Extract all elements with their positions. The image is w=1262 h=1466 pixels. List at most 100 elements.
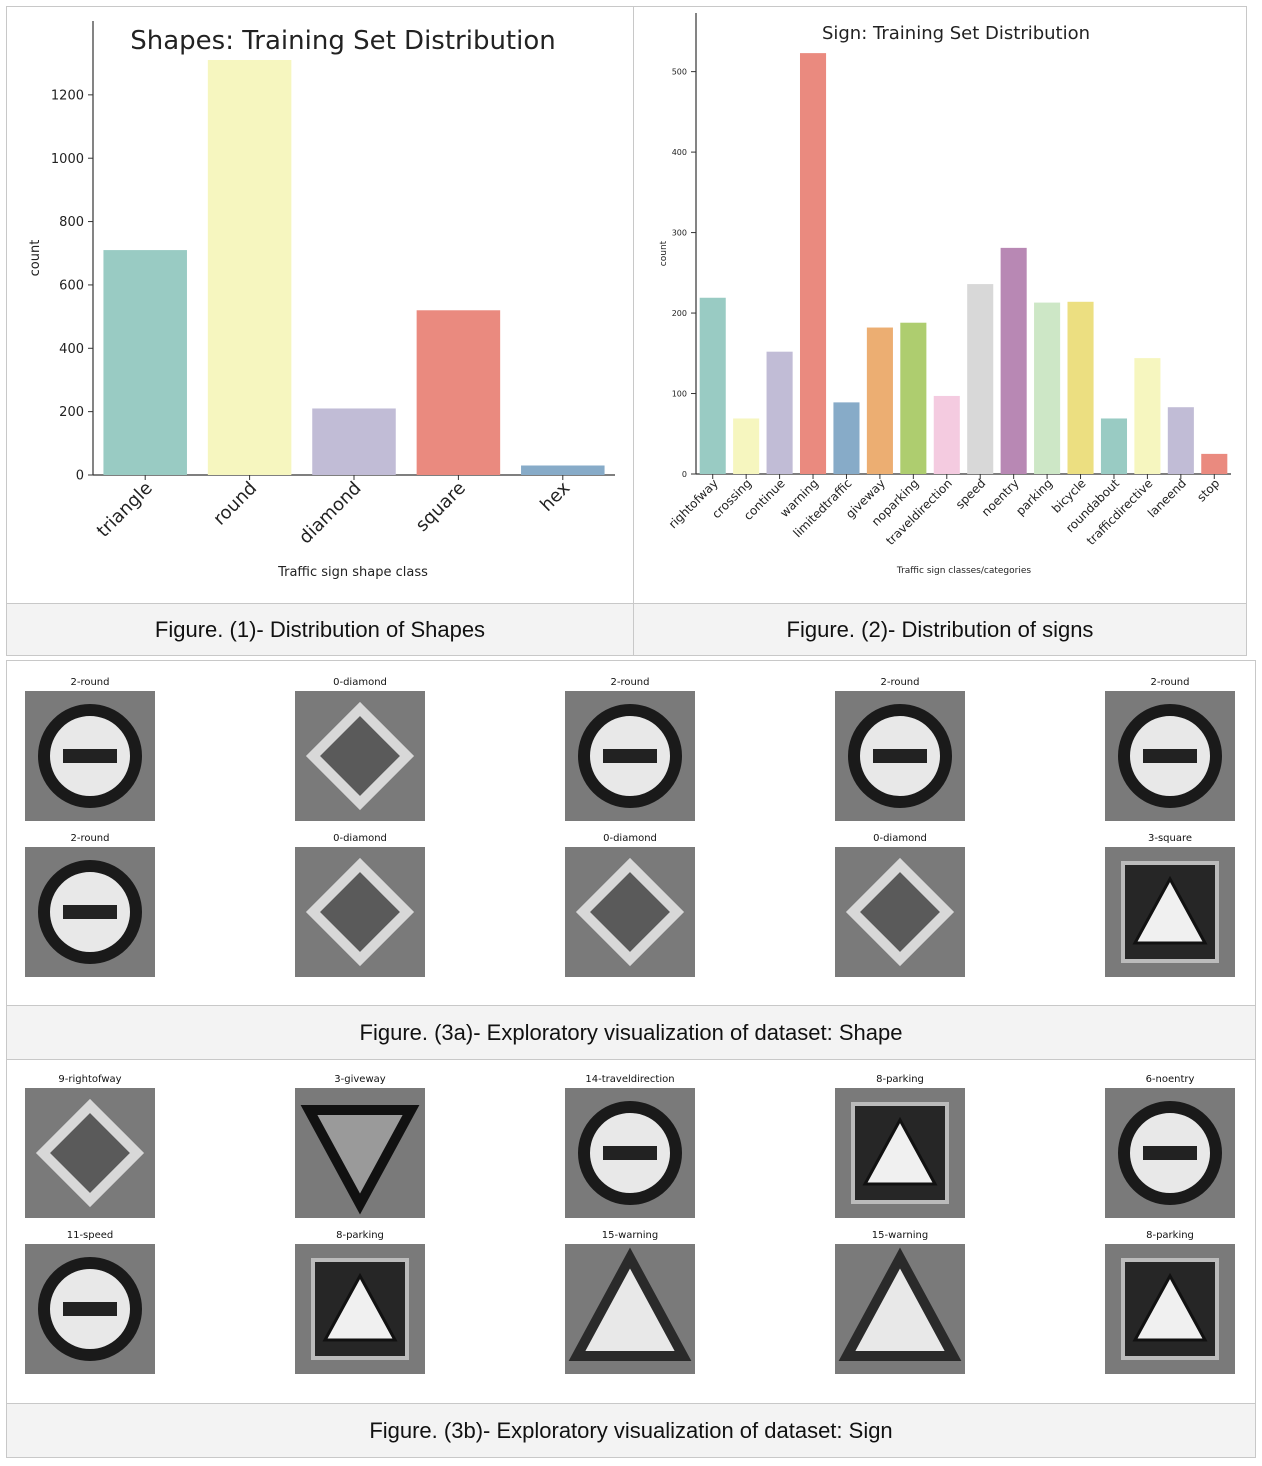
sign-bar-icon — [873, 749, 927, 763]
thumbnail-title: 6-noentry — [1145, 1074, 1195, 1085]
sign-thumbnail — [295, 691, 425, 821]
bar-parking — [1034, 302, 1061, 474]
y-tick-label: 600 — [59, 278, 84, 293]
figure3b-panel: 9-rightofway 3-giveway 14-traveldirection 8… — [6, 1059, 1256, 1404]
bar-giveway — [866, 327, 893, 474]
figure1-caption: Figure. (1)- Distribution of Shapes — [6, 603, 634, 656]
sign-thumbnail — [835, 691, 965, 821]
bar-round — [207, 60, 292, 476]
bar-square — [416, 310, 501, 475]
bar-crossing — [733, 418, 760, 474]
thumbnail-title: 3-giveway — [334, 1074, 386, 1085]
bar-noentry — [1000, 247, 1027, 474]
sign-bar-icon — [63, 749, 117, 763]
figure2-caption: Figure. (2)- Distribution of signs — [633, 603, 1247, 656]
thumbnail-title: 9-rightofway — [58, 1074, 122, 1085]
signs-distribution-chart: Sign: Training Set Distribution 0 100 200 30… — [659, 13, 1231, 576]
sign-bar-icon — [1143, 749, 1197, 763]
sign-bar-icon — [1143, 1146, 1197, 1160]
sign-thumbnail — [1105, 691, 1235, 821]
thumbnail-title: 8-parking — [336, 1230, 384, 1241]
diamond-sign-icon — [305, 701, 415, 811]
y-tick-label: 800 — [59, 215, 84, 230]
thumbnail-title: 0-diamond — [873, 833, 927, 844]
x-axis-label: Traffic sign shape class — [277, 565, 428, 580]
figure3a-caption: Figure. (3a)- Exploratory visualization … — [6, 1005, 1256, 1060]
bar-laneend — [1167, 407, 1194, 474]
triangle-sign-icon — [568, 1247, 692, 1361]
sign-thumbnail — [25, 1088, 155, 1218]
sign-thumbnail — [565, 691, 695, 821]
thumbnail-title: 3-square — [1147, 833, 1193, 844]
diamond-sign-icon — [35, 1098, 145, 1208]
thumbnail-title: 8-parking — [876, 1074, 924, 1085]
sign-thumbnail — [295, 1244, 425, 1374]
y-tick-label: 400 — [672, 148, 687, 157]
sign-thumbnail — [25, 1244, 155, 1374]
thumbnail-title: 2-round — [70, 833, 110, 844]
bar-noparking — [900, 322, 927, 474]
thumbnail-title: 2-round — [610, 677, 650, 688]
bar-limitedtraffic — [833, 402, 860, 474]
sign-thumbnail — [565, 1244, 695, 1374]
figure1-panel: Shapes: Training Set Distribution 0 200 400… — [6, 6, 634, 604]
y-tick-label: 500 — [672, 67, 687, 76]
sign-bar-icon — [63, 905, 117, 919]
y-tick-label: 400 — [59, 342, 84, 357]
x-tick-label-hex: hex — [536, 477, 574, 515]
sign-thumbnail — [295, 1088, 425, 1218]
square-sign-icon — [851, 1102, 949, 1204]
sign-thumbnail — [835, 1244, 965, 1374]
y-tick-label: 0 — [76, 469, 84, 484]
x-tick-label-rightofway: rightofway — [666, 476, 721, 531]
inverted-triangle-sign-icon — [300, 1105, 420, 1215]
inner-triangle-icon — [322, 1272, 398, 1342]
sign-bar-icon — [63, 1302, 117, 1316]
sign-thumbnail — [25, 691, 155, 821]
x-tick-label-square: square — [412, 478, 470, 536]
bar-hex — [521, 465, 605, 475]
y-axis-label: count — [28, 240, 43, 277]
bar-warning — [799, 53, 827, 474]
chart-title: Shapes: Training Set Distribution — [130, 26, 555, 56]
bar-roundabout — [1100, 418, 1128, 474]
thumbnail-title: 15-warning — [871, 1230, 929, 1241]
bar-diamond — [312, 408, 396, 475]
y-tick-label: 100 — [672, 389, 687, 398]
y-tick-label: 1200 — [51, 88, 84, 103]
x-tick-label-noentry: noentry — [979, 476, 1022, 519]
bar-speed — [967, 284, 994, 474]
figure2-panel: Sign: Training Set Distribution 0 100 200 30… — [633, 6, 1247, 604]
sign-thumbnail — [835, 847, 965, 977]
x-tick-label-diamond: diamond — [295, 478, 366, 549]
shapes-distribution-chart: Shapes: Training Set Distribution 0 200 400… — [28, 21, 615, 580]
sign-thumbnail — [25, 847, 155, 977]
x-tick-label-triangle: triangle — [93, 478, 157, 542]
sign-thumbnail — [565, 1088, 695, 1218]
diamond-sign-icon — [845, 857, 955, 967]
thumbnail-title: 2-round — [880, 677, 920, 688]
y-tick-label: 200 — [672, 309, 687, 318]
x-tick-label-round: round — [209, 478, 261, 530]
bar-stop — [1201, 453, 1228, 474]
bar-traveldirection — [933, 395, 960, 474]
sign-bar-icon — [603, 1146, 657, 1160]
y-axis-label: count — [659, 240, 669, 266]
bar-continue — [766, 351, 793, 474]
x-tick-label-parking: parking — [1013, 476, 1055, 518]
diamond-sign-icon — [305, 857, 415, 967]
sign-thumbnail — [1105, 1088, 1235, 1218]
thumbnail-title: 11-speed — [66, 1230, 114, 1241]
triangle-sign-icon — [838, 1247, 962, 1361]
x-axis-label: Traffic sign classes/categories — [896, 566, 1031, 576]
thumbnail-title: 0-diamond — [603, 833, 657, 844]
y-tick-label: 1000 — [51, 152, 84, 167]
diamond-sign-icon — [575, 857, 685, 967]
sign-bar-icon — [603, 749, 657, 763]
thumbnail-title: 15-warning — [601, 1230, 659, 1241]
chart-title: Sign: Training Set Distribution — [822, 23, 1090, 44]
bar-bicycle — [1067, 301, 1094, 474]
thumbnail-title: 2-round — [70, 677, 110, 688]
thumbnail-title: 14-traveldirection — [585, 1074, 675, 1085]
y-tick-label: 200 — [59, 405, 84, 420]
